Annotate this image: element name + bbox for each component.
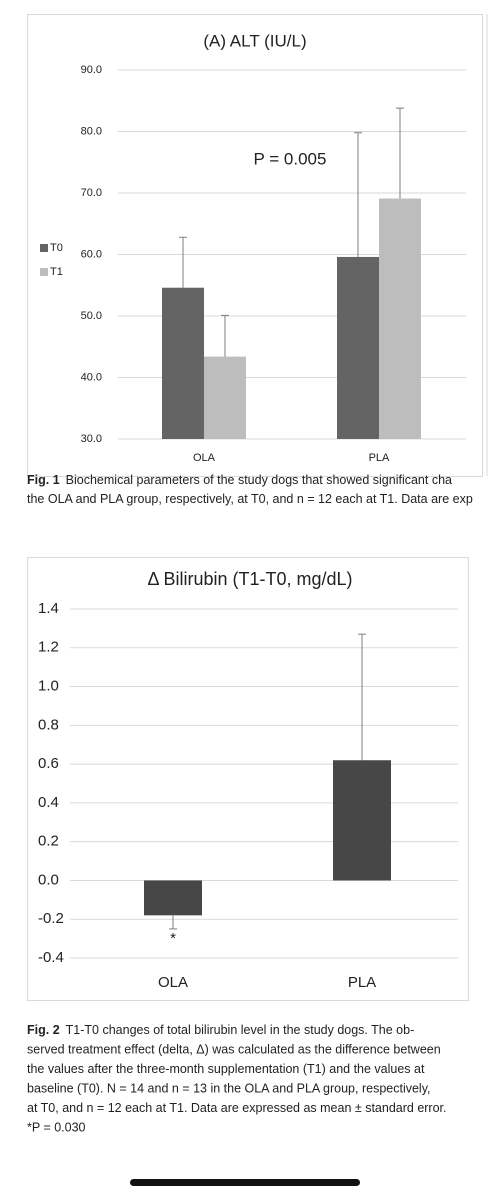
y-tick-label: 0.0	[38, 871, 59, 888]
y-tick-label: 0.6	[38, 755, 59, 772]
error-bar	[221, 314, 229, 357]
y-tick-label: 1.2	[38, 639, 59, 656]
caption-text: baseline (T0). N = 14 and n = 13 in the …	[27, 1082, 431, 1096]
y-tick-label: 0.4	[38, 794, 59, 811]
y-tick-label: 50.0	[81, 310, 102, 322]
chart-frame	[27, 557, 469, 1001]
bar	[337, 256, 379, 439]
bar	[379, 198, 421, 439]
x-tick-label: PLA	[369, 452, 390, 464]
y-tick-label: 0.2	[38, 833, 59, 850]
chart-title: (A) ALT (IU/L)	[203, 31, 306, 50]
caption-label: Fig. 2	[27, 1023, 60, 1037]
legend-label: T0	[50, 242, 63, 254]
y-tick-label: 70.0	[81, 187, 102, 199]
annotation: *	[170, 930, 176, 947]
legend-swatch	[40, 268, 48, 276]
error-bar	[396, 107, 404, 199]
caption-text: *P = 0.030	[27, 1121, 86, 1135]
caption-line: the values after the three-month supplem…	[27, 1062, 425, 1076]
x-tick-label: PLA	[348, 974, 376, 991]
y-tick-label: 0.8	[38, 716, 59, 733]
annotation: P = 0.005	[254, 149, 327, 168]
caption-text: served treatment effect (delta, Δ) was c…	[27, 1043, 441, 1057]
bar	[333, 760, 391, 881]
home-indicator	[130, 1179, 360, 1186]
legend-swatch	[40, 244, 48, 252]
bar	[204, 356, 246, 439]
y-tick-label: 1.0	[38, 678, 59, 695]
error-bar	[358, 633, 366, 761]
x-tick-label: OLA	[158, 974, 188, 991]
legend-label: T1	[50, 266, 63, 278]
bar	[144, 880, 202, 916]
y-tick-label: 60.0	[81, 248, 102, 260]
caption-text: the OLA and PLA group, respectively, at …	[27, 492, 473, 506]
y-tick-label: 90.0	[81, 64, 102, 76]
chart-frame	[27, 14, 483, 477]
y-tick-label: -0.2	[38, 910, 64, 927]
caption-line: served treatment effect (delta, Δ) was c…	[27, 1043, 441, 1057]
error-bar	[354, 132, 362, 257]
caption-text: T1-T0 changes of total bilirubin level i…	[66, 1023, 415, 1037]
bar	[162, 287, 204, 439]
caption-text: the values after the three-month supplem…	[27, 1062, 425, 1076]
caption-line: Fig. 1 Biochemical parameters of the stud…	[27, 473, 452, 487]
y-tick-label: 80.0	[81, 125, 102, 137]
caption-line: baseline (T0). N = 14 and n = 13 in the …	[27, 1082, 431, 1096]
y-tick-label: 1.4	[38, 600, 59, 617]
x-tick-label: OLA	[193, 452, 216, 464]
caption-label: Fig. 1	[27, 473, 60, 487]
error-bar	[179, 236, 187, 288]
caption-line: at T0, and n = 12 each at T1. Data are e…	[27, 1101, 447, 1115]
caption-line: the OLA and PLA group, respectively, at …	[27, 492, 473, 506]
caption-text: at T0, and n = 12 each at T1. Data are e…	[27, 1101, 447, 1115]
caption-line: Fig. 2 T1-T0 changes of total bilirubin l…	[27, 1023, 414, 1037]
caption-line: *P = 0.030	[27, 1121, 86, 1135]
caption-text: Biochemical parameters of the study dogs…	[66, 473, 452, 487]
y-tick-label: 40.0	[81, 371, 102, 383]
y-tick-label: -0.4	[38, 949, 64, 966]
y-tick-label: 30.0	[81, 433, 102, 445]
chart-title: Δ Bilirubin (T1-T0, mg/dL)	[147, 569, 352, 589]
error-bar	[169, 915, 177, 930]
